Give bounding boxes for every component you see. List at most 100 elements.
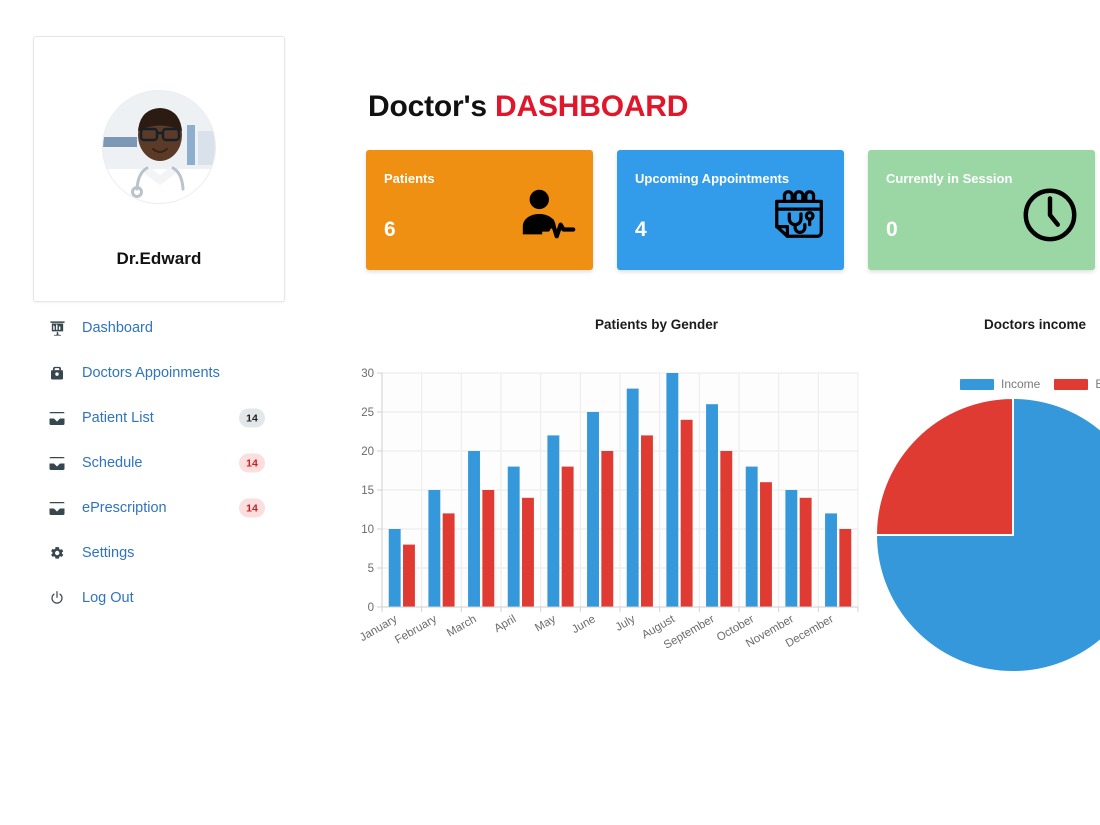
stat-card-title: Currently in Session [886, 171, 1013, 186]
bar [403, 544, 415, 607]
bar [601, 451, 614, 607]
profile-card: Dr.Edward [33, 36, 285, 302]
bar [442, 513, 455, 607]
legend-swatch [1054, 378, 1089, 390]
stat-card-value: 0 [886, 218, 898, 241]
page-title: Doctor's DASHBOARD [368, 90, 688, 124]
bar [587, 412, 599, 607]
bar [507, 466, 520, 607]
svg-text:January: January [358, 613, 400, 644]
bar [680, 419, 693, 607]
svg-text:30: 30 [361, 368, 374, 380]
sidebar-item-schedule[interactable]: Schedule 14 [0, 450, 300, 476]
svg-text:March: March [445, 613, 479, 639]
stat-card-value: 6 [384, 218, 396, 241]
status-badge: 14 [239, 453, 265, 473]
bar [760, 482, 772, 607]
page-title-accent: DASHBOARD [495, 90, 689, 123]
sidebar-item-label: Schedule [82, 455, 143, 471]
sidebar-item-label: Patient List [82, 410, 154, 426]
bar [745, 466, 758, 607]
power-icon [48, 589, 66, 607]
svg-text:10: 10 [361, 524, 374, 536]
svg-text:5: 5 [368, 563, 374, 575]
bar [388, 529, 401, 607]
bar [482, 490, 495, 607]
doctor-photo-icon [103, 91, 215, 203]
chart-legend: Income Expenses [960, 377, 1100, 391]
pie-chart-svg [876, 396, 1100, 673]
avatar [102, 90, 216, 204]
pie-slice [876, 396, 1100, 673]
sidebar-item-dashboard[interactable]: Dashboard [0, 315, 300, 341]
page-title-plain: Doctor's [368, 90, 496, 123]
legend-item-expenses[interactable]: Expenses [1054, 377, 1100, 391]
stat-card-currently-in-session[interactable]: Currently in Session 0 [868, 150, 1095, 270]
svg-text:20: 20 [361, 446, 374, 458]
inbox-tray-icon [48, 499, 66, 517]
bar [626, 388, 639, 607]
main-content: Doctor's DASHBOARD Patients 6 Upcoming A… [330, 0, 1100, 825]
bar [522, 497, 534, 607]
patient-heartbeat-icon [517, 184, 579, 246]
sidebar-item-doctors-appoinments[interactable]: Doctors Appoinments [0, 360, 300, 386]
sidebar-item-label: Settings [82, 545, 135, 561]
svg-text:June: June [570, 613, 598, 636]
bar [666, 373, 679, 607]
svg-text:February: February [393, 613, 439, 647]
pie-slice [876, 396, 1014, 536]
bar [825, 513, 837, 607]
stat-card-patients[interactable]: Patients 6 [366, 150, 593, 270]
sidebar: Dr.Edward Dashboard [0, 0, 330, 825]
bar [799, 497, 812, 607]
status-badge: 14 [239, 408, 265, 428]
stat-card-value: 4 [635, 218, 647, 241]
clock-icon [1019, 184, 1081, 246]
sidebar-item-settings[interactable]: Settings [0, 540, 300, 566]
gear-icon [48, 544, 66, 562]
legend-swatch [960, 378, 994, 390]
chart-title: Doctors income [984, 317, 1087, 332]
bar [641, 435, 653, 607]
legend-label: Income [1001, 377, 1041, 391]
presentation-chart-icon [48, 319, 66, 337]
patients-by-gender-chart: Patients by Gender Male Female 051015202… [350, 305, 870, 675]
sidebar-item-eprescription[interactable]: ePrescription 14 [0, 495, 300, 521]
bar [785, 490, 798, 607]
profile-name: Dr.Edward [116, 249, 202, 268]
briefcase-icon [48, 364, 66, 382]
legend-label: Expenses [1095, 377, 1100, 391]
svg-text:25: 25 [361, 407, 374, 419]
bar [561, 466, 574, 607]
bar [547, 435, 560, 607]
stat-card-title: Patients [384, 171, 435, 186]
stat-card-upcoming-appointments[interactable]: Upcoming Appointments 4 [617, 150, 844, 270]
svg-text:15: 15 [361, 485, 374, 497]
bar [468, 451, 480, 607]
sidebar-item-label: Doctors Appoinments [82, 365, 220, 381]
sidebar-item-patient-list[interactable]: Patient List 14 [0, 405, 300, 431]
bar [706, 404, 718, 607]
sidebar-item-label: Dashboard [82, 320, 153, 336]
inbox-tray-icon [48, 454, 66, 472]
calendar-stethoscope-icon [768, 184, 830, 246]
status-badge: 14 [239, 498, 265, 518]
bar [720, 451, 733, 607]
svg-text:0: 0 [368, 602, 374, 614]
bar [428, 490, 441, 607]
sidebar-nav: Dashboard Doctors Appoinments [0, 315, 300, 630]
svg-text:April: April [492, 613, 518, 635]
svg-text:May: May [533, 613, 558, 634]
stat-card-title: Upcoming Appointments [635, 171, 790, 186]
inbox-tray-icon [48, 409, 66, 427]
chart-title: Patients by Gender [595, 317, 719, 332]
doctors-income-chart: Doctors income Income Expenses [870, 305, 1100, 675]
svg-text:July: July [614, 613, 638, 634]
legend-item-income[interactable]: Income [960, 377, 1040, 391]
sidebar-item-label: Log Out [82, 590, 134, 606]
sidebar-item-log-out[interactable]: Log Out [0, 585, 300, 611]
stat-cards: Patients 6 Upcoming Appointments 4 [366, 150, 1100, 272]
sidebar-item-label: ePrescription [82, 500, 167, 516]
